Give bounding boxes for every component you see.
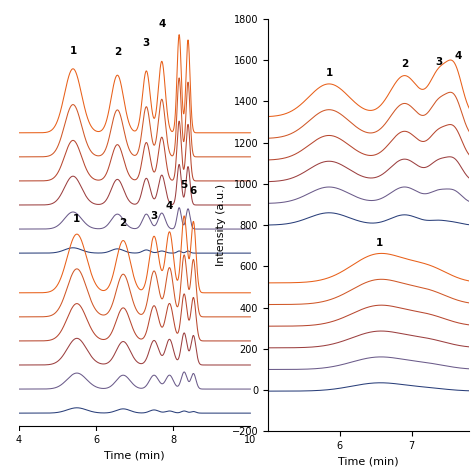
Text: 4: 4 <box>455 51 462 61</box>
Y-axis label: Intensity (a.u.): Intensity (a.u.) <box>216 184 226 266</box>
Text: 4: 4 <box>16 435 22 445</box>
Text: 3: 3 <box>436 57 443 67</box>
Text: 1: 1 <box>69 46 77 56</box>
Text: 6: 6 <box>190 186 197 196</box>
Text: 4: 4 <box>158 19 165 29</box>
Text: 3: 3 <box>143 37 150 47</box>
Text: 5: 5 <box>181 180 188 190</box>
Text: 1: 1 <box>73 214 81 224</box>
Text: 1: 1 <box>376 238 383 248</box>
Text: 2: 2 <box>114 47 121 57</box>
Text: 1: 1 <box>325 68 333 78</box>
Text: 2: 2 <box>119 218 127 228</box>
Text: 4: 4 <box>166 201 173 211</box>
Text: 3: 3 <box>150 210 158 221</box>
Text: 6: 6 <box>93 435 99 445</box>
Text: 2: 2 <box>401 59 408 70</box>
Text: 10: 10 <box>245 435 257 445</box>
Text: Time (min): Time (min) <box>104 451 165 461</box>
Text: 8: 8 <box>170 435 176 445</box>
X-axis label: Time (min): Time (min) <box>338 456 399 466</box>
